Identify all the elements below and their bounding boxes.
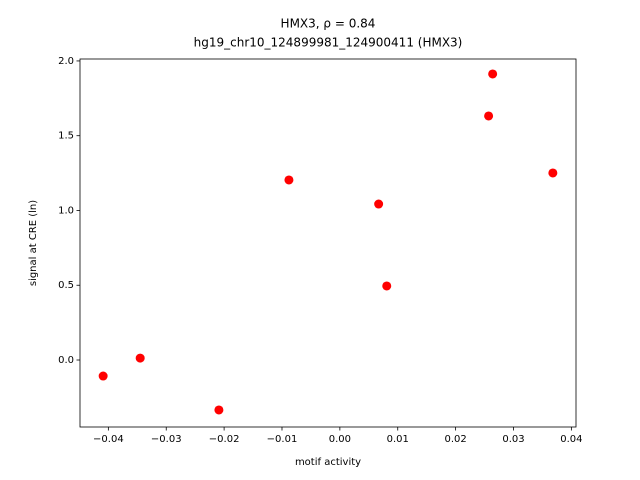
point (548, 168, 558, 178)
y-axis-label: signal at CRE (ln) (28, 200, 39, 286)
y-tick-label: 0.5 (58, 280, 74, 291)
y-tick-label: 0.0 (58, 355, 74, 366)
x-tick-label: 0.01 (387, 434, 409, 445)
point (374, 199, 384, 209)
x-tick-label: −0.04 (93, 434, 124, 445)
point (98, 371, 108, 381)
y-tick-label: 2.0 (58, 56, 74, 67)
chart-title: HMX3, ρ = 0.84 (281, 17, 376, 31)
x-tick-label: 0.00 (329, 434, 351, 445)
point (484, 111, 494, 121)
point (135, 353, 145, 363)
x-tick-label: −0.02 (209, 434, 240, 445)
y-tick-label: 1.5 (58, 131, 74, 142)
point (284, 175, 294, 185)
chart-subtitle: hg19_chr10_124899981_124900411 (HMX3) (194, 36, 463, 50)
point (382, 281, 392, 291)
x-tick-label: −0.01 (267, 434, 298, 445)
x-tick-label: 0.02 (444, 434, 466, 445)
y-tick-label: 1.0 (58, 205, 74, 216)
point (214, 405, 224, 415)
point (488, 69, 498, 79)
plot-frame (79, 58, 577, 428)
x-tick-label: 0.03 (502, 434, 524, 445)
x-tick-label: 0.04 (560, 434, 582, 445)
x-axis-label: motif activity (295, 457, 361, 468)
x-tick-label: −0.03 (151, 434, 182, 445)
